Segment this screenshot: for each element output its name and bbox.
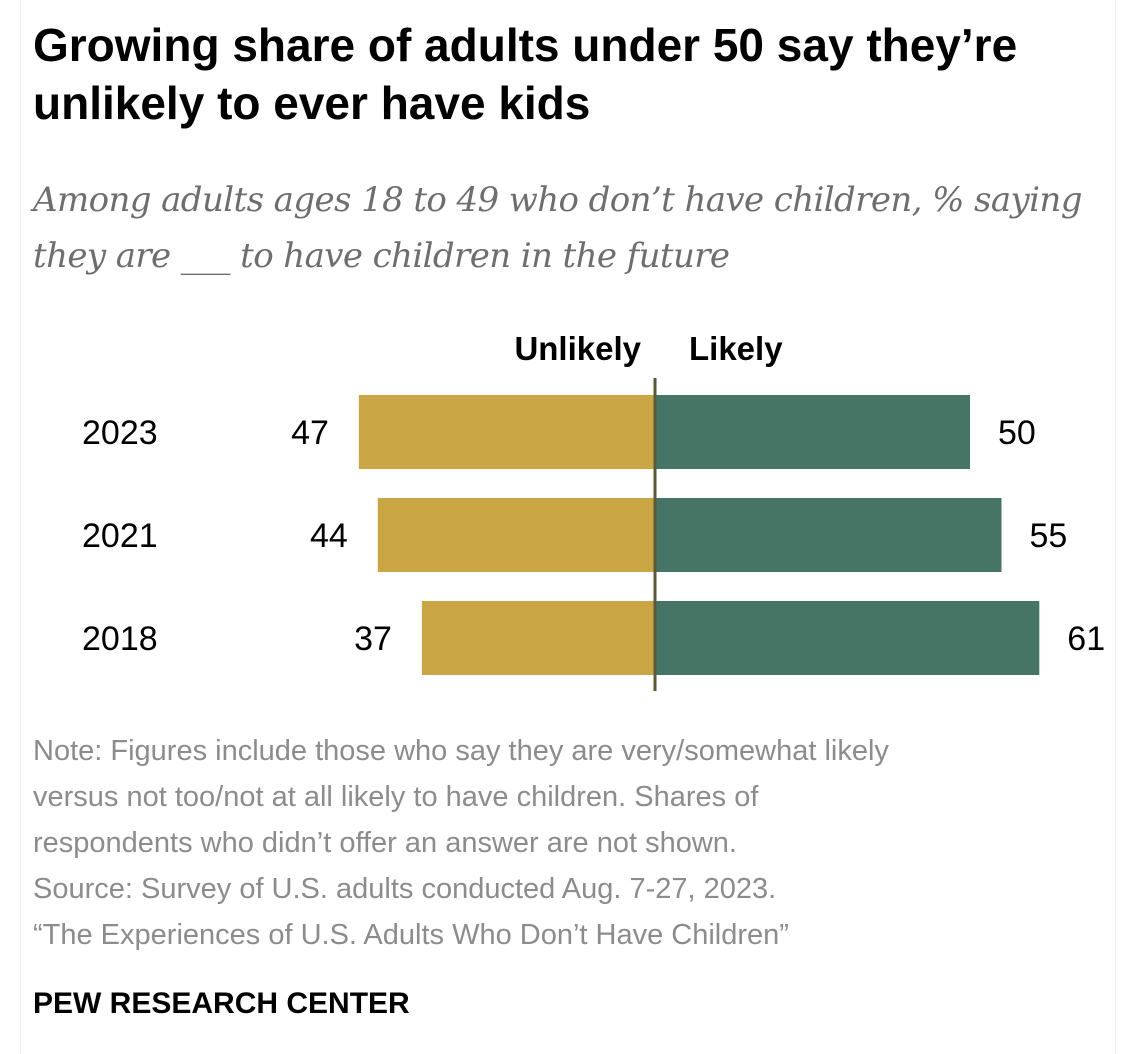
bar-unlikely-2018 bbox=[421, 601, 655, 675]
note-line: versus not too/not at all likely to have… bbox=[33, 781, 759, 813]
category-label-2018: 2018 bbox=[82, 620, 158, 658]
value-label-unlikely-2021: 44 bbox=[310, 517, 348, 555]
note-line: Note: Figures include those who say they… bbox=[33, 735, 889, 767]
bar-likely-2021 bbox=[655, 498, 1002, 572]
labels: 2023 47 50 2021 44 55 2018 37 61 bbox=[82, 414, 1105, 658]
diverging-bar-chart: Unlikely Likely 2023 47 50 2021 44 55 2018 37 61 bbox=[82, 330, 1105, 691]
source-line: Source: Survey of U.S. adults conducted … bbox=[33, 873, 777, 905]
value-label-unlikely-2023: 47 bbox=[291, 414, 329, 452]
bar-unlikely-2021 bbox=[377, 498, 655, 572]
bar-unlikely-2023 bbox=[358, 395, 655, 469]
bar-likely-2023 bbox=[655, 395, 970, 469]
notes-block: Note: Figures include those who say they… bbox=[33, 728, 1113, 958]
legend-likely: Likely bbox=[689, 330, 783, 367]
note-line: respondents who didn’t offer an answer a… bbox=[33, 827, 737, 859]
chart-title: Growing share of adults under 50 say the… bbox=[33, 19, 1018, 129]
value-label-likely-2023: 50 bbox=[998, 414, 1036, 452]
category-label-2021: 2021 bbox=[82, 517, 158, 555]
value-label-unlikely-2018: 37 bbox=[354, 620, 392, 658]
source-logo-text: PEW RESEARCH CENTER bbox=[33, 987, 410, 1020]
legend: Unlikely Likely bbox=[514, 330, 783, 367]
value-label-likely-2021: 55 bbox=[1030, 517, 1068, 555]
bars bbox=[358, 395, 1040, 675]
legend-unlikely: Unlikely bbox=[514, 330, 641, 367]
value-label-likely-2018: 61 bbox=[1067, 620, 1105, 658]
bar-likely-2018 bbox=[655, 601, 1040, 675]
source-line: “The Experiences of U.S. Adults Who Don’… bbox=[33, 919, 789, 951]
chart-subtitle: Among adults ages 18 to 49 who don’t hav… bbox=[33, 180, 1082, 276]
category-label-2023: 2023 bbox=[82, 414, 158, 452]
